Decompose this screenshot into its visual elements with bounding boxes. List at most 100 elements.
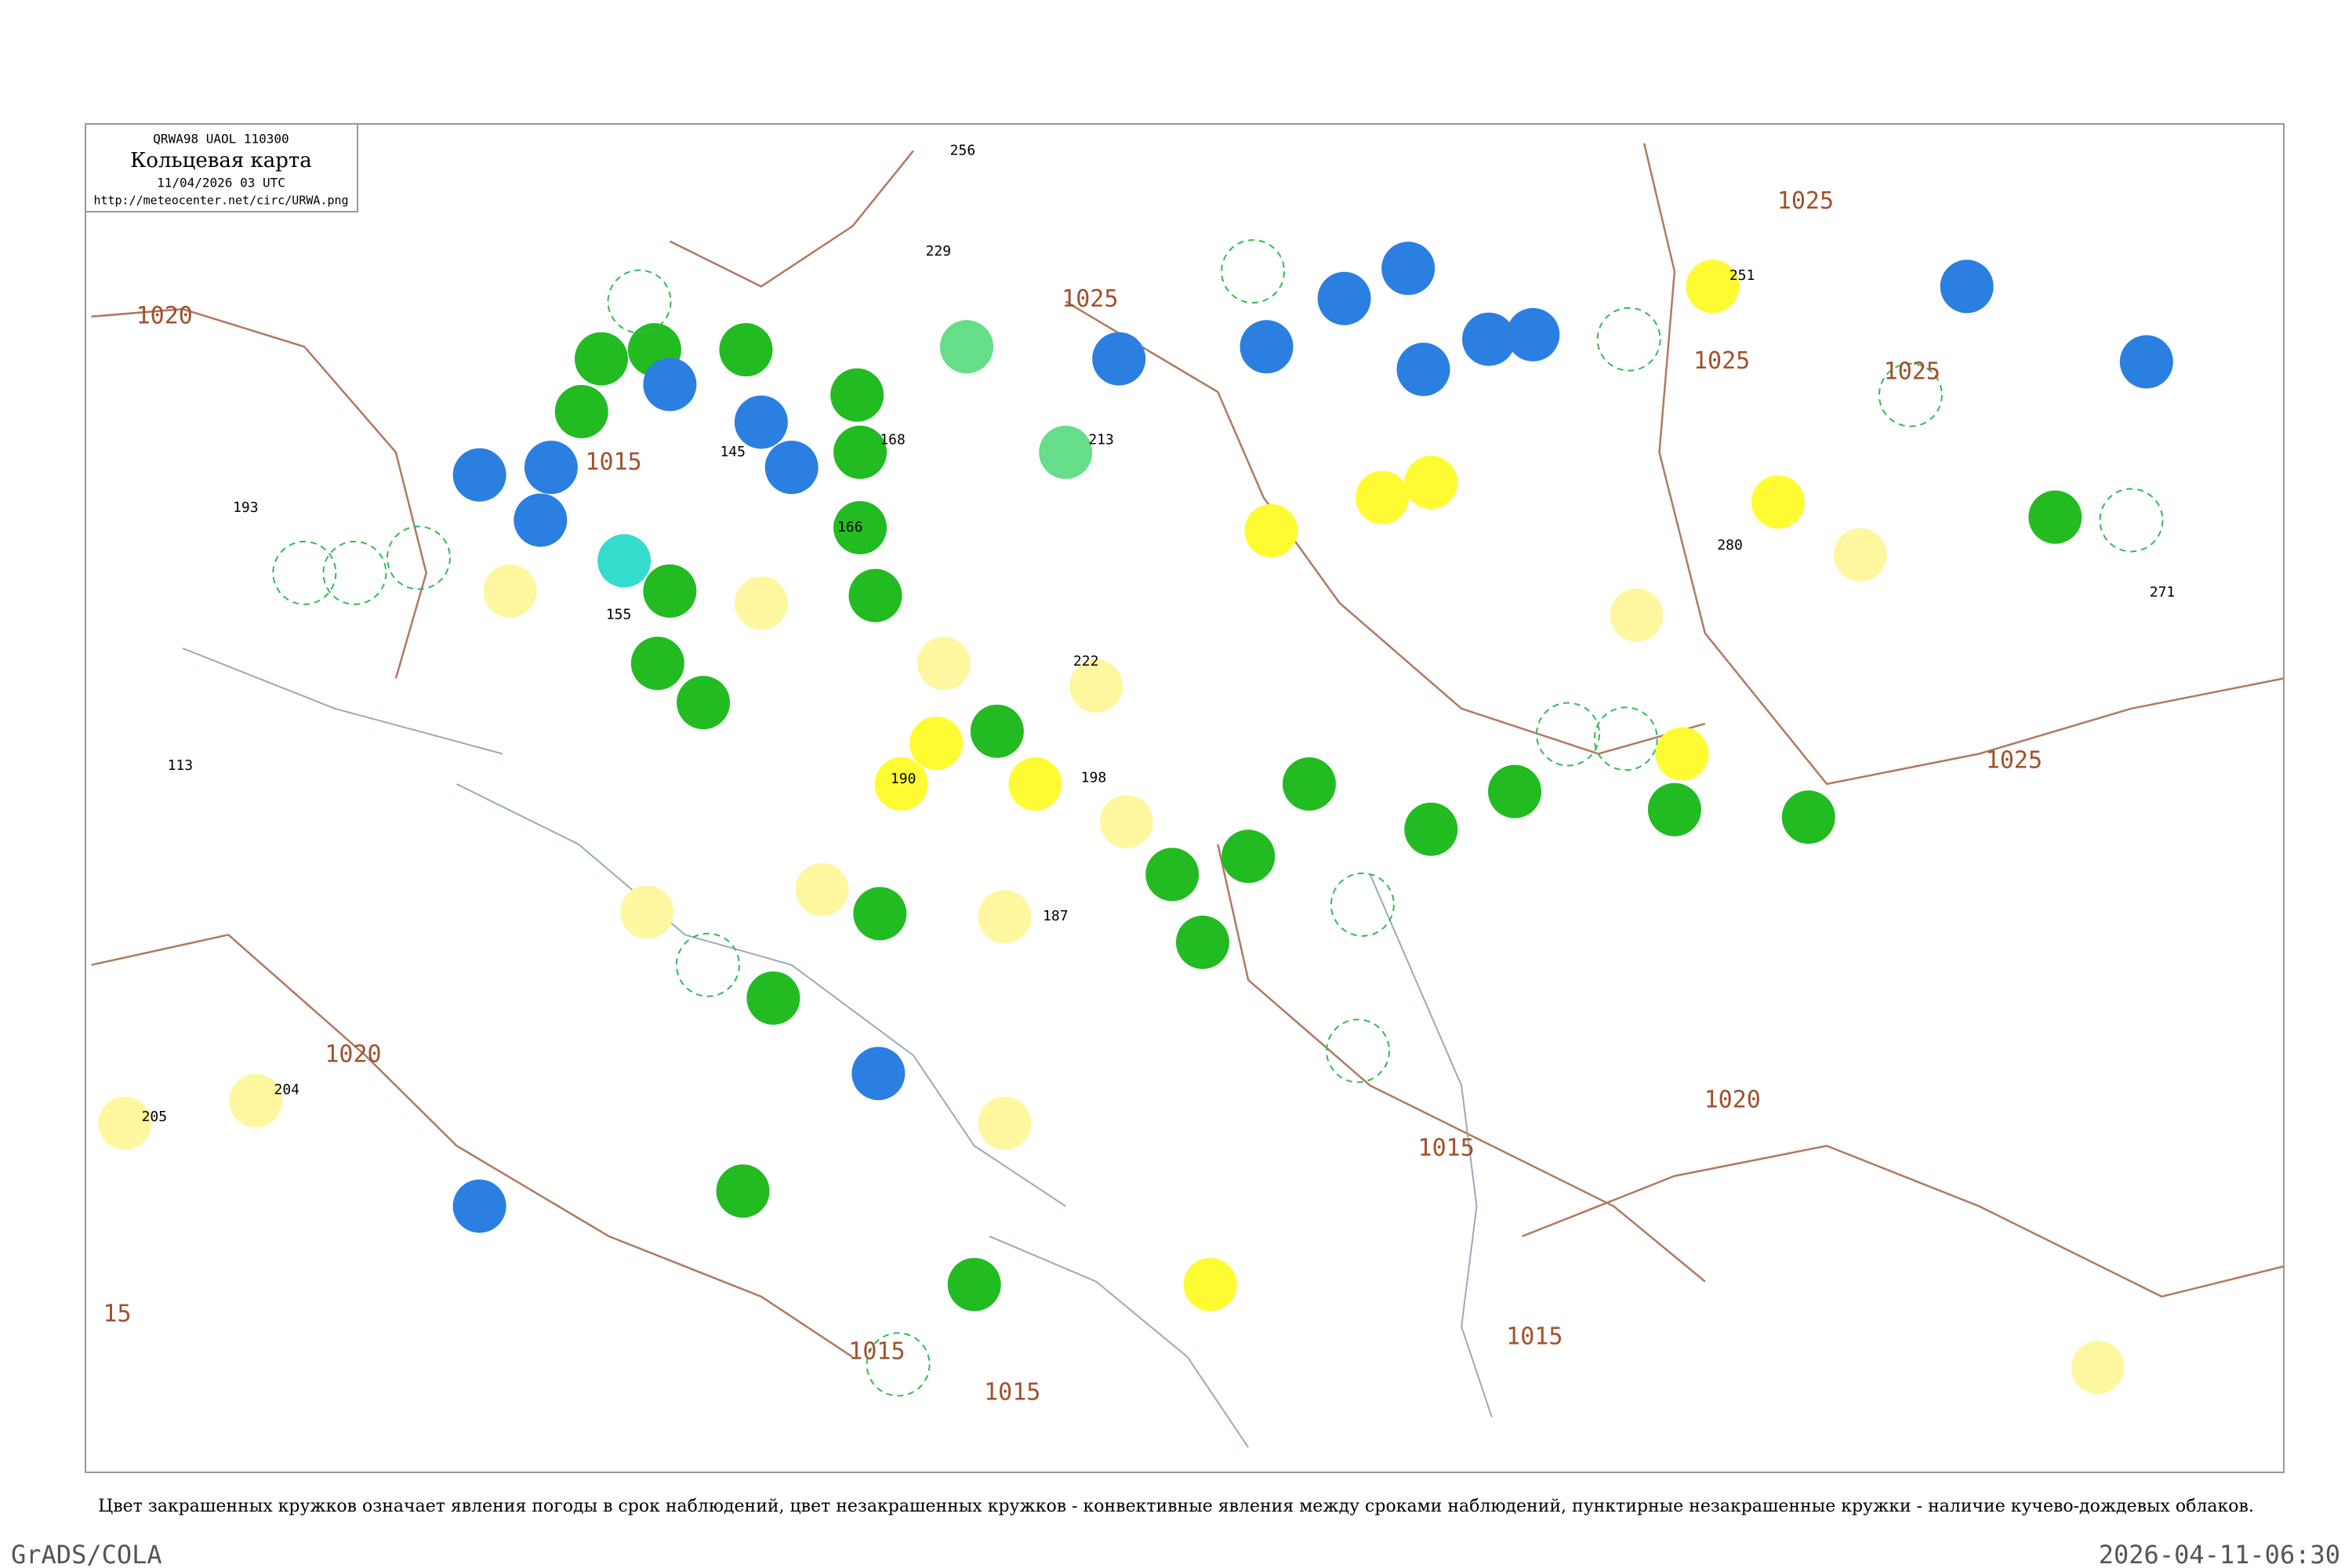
station-circle xyxy=(630,637,684,691)
cb-circle xyxy=(1221,239,1286,304)
station-circle xyxy=(978,1096,1032,1150)
isobar-label: 1020 xyxy=(325,1041,381,1069)
station-circle xyxy=(833,501,887,555)
station-value: 251 xyxy=(1730,267,1755,284)
station-circle xyxy=(1356,470,1410,524)
station-circle xyxy=(1686,260,1740,314)
isobar-label: 1015 xyxy=(585,448,641,476)
station-circle xyxy=(833,425,887,479)
isobar-line xyxy=(1217,844,1706,1283)
isobar-label: 1015 xyxy=(1506,1323,1563,1350)
cb-circle xyxy=(1330,872,1395,937)
station-circle xyxy=(620,885,674,939)
station-circle xyxy=(1244,503,1298,557)
station-value: 187 xyxy=(1043,908,1069,924)
header-url: http://meteocenter.net/circ/URWA.png xyxy=(93,194,348,208)
station-circle xyxy=(830,368,884,422)
isobar-label: 1015 xyxy=(1418,1134,1475,1162)
station-circle xyxy=(916,637,971,691)
station-value: 213 xyxy=(1088,432,1114,448)
footer-right: 2026-04-11-06:30 xyxy=(2099,1540,2340,1568)
station-circle xyxy=(1404,802,1458,856)
station-circle xyxy=(947,1258,1001,1312)
station-circle xyxy=(643,358,697,412)
station-circle xyxy=(848,568,902,622)
cb-circle xyxy=(675,932,740,997)
cb-circle xyxy=(1878,362,1943,427)
cb-circle xyxy=(1593,706,1658,771)
station-circle xyxy=(1099,795,1153,849)
isobar-line xyxy=(91,307,427,679)
isobar-label: 1015 xyxy=(984,1378,1040,1406)
isobar-line xyxy=(1642,143,2284,786)
station-value: 193 xyxy=(233,499,259,516)
station-circle xyxy=(2028,490,2082,544)
station-circle xyxy=(2071,1341,2125,1395)
station-circle xyxy=(851,1047,906,1101)
station-circle xyxy=(1506,307,1560,361)
station-circle xyxy=(1183,1258,1237,1312)
isobar-label: 1020 xyxy=(1704,1086,1761,1113)
station-value: 204 xyxy=(274,1081,300,1098)
station-circle xyxy=(98,1096,152,1150)
cb-circle xyxy=(1326,1018,1391,1083)
station-circle xyxy=(853,887,907,941)
station-circle xyxy=(764,441,818,495)
cb-circle xyxy=(322,540,387,605)
map-labels: 1020 1015 1025 1020 1015 1025 1015 1015 1025 1025… xyxy=(103,142,2175,1406)
station-circle xyxy=(1282,757,1336,811)
station-value: 256 xyxy=(950,142,976,158)
header-code: QRWA98 UAOL 110300 xyxy=(153,132,289,147)
station-value: 198 xyxy=(1081,769,1107,786)
cb-circle xyxy=(607,269,672,334)
isobar-label: 1025 xyxy=(1986,747,2042,775)
station-value: 222 xyxy=(1073,653,1099,670)
station-circle xyxy=(554,385,608,438)
footer-left: GrADS/COLA xyxy=(11,1540,162,1568)
isobar-label: 1015 xyxy=(848,1338,905,1366)
cb-circle xyxy=(1596,307,1661,372)
river xyxy=(1369,874,1493,1418)
cb-circle xyxy=(272,540,337,605)
station-value: 205 xyxy=(142,1109,168,1125)
station-circle xyxy=(1940,260,1994,314)
station-circle xyxy=(574,332,628,386)
station-value: 190 xyxy=(891,771,916,787)
isobar-label: 1025 xyxy=(1062,285,1118,313)
station-circle xyxy=(1221,829,1276,884)
station-circle xyxy=(483,564,537,618)
station-value: 113 xyxy=(168,757,194,774)
station-circle xyxy=(1833,528,1887,582)
station-circle xyxy=(677,676,731,730)
station-circle xyxy=(1396,343,1450,397)
station-circle xyxy=(1039,425,1093,479)
isobar-line xyxy=(1522,1145,2284,1298)
station-circle xyxy=(1462,312,1516,366)
isobar-label: 1025 xyxy=(1777,187,1834,215)
station-circle xyxy=(1404,456,1458,510)
river xyxy=(456,783,1066,1207)
header-title: Кольцевая карта xyxy=(130,149,312,172)
cb-circle xyxy=(866,1332,931,1397)
station-circle xyxy=(978,890,1032,944)
river xyxy=(989,1235,1250,1448)
station-circle xyxy=(1175,915,1229,969)
station-circle xyxy=(1488,764,1542,818)
station-circle xyxy=(1008,757,1062,811)
station-circle xyxy=(1145,848,1200,902)
station-circle xyxy=(1610,588,1664,642)
station-circle xyxy=(734,395,788,449)
isobar-label: 15 xyxy=(103,1300,131,1327)
station-circle xyxy=(1647,782,1701,837)
station-circles xyxy=(98,239,2173,1397)
isobar-line xyxy=(91,933,854,1358)
station-circle xyxy=(229,1073,283,1127)
station-circle xyxy=(643,564,697,618)
station-value: 271 xyxy=(2150,584,2176,601)
station-circle xyxy=(1781,790,1835,844)
station-circle xyxy=(719,323,773,377)
station-value: 229 xyxy=(926,243,952,260)
header-box xyxy=(85,123,358,212)
